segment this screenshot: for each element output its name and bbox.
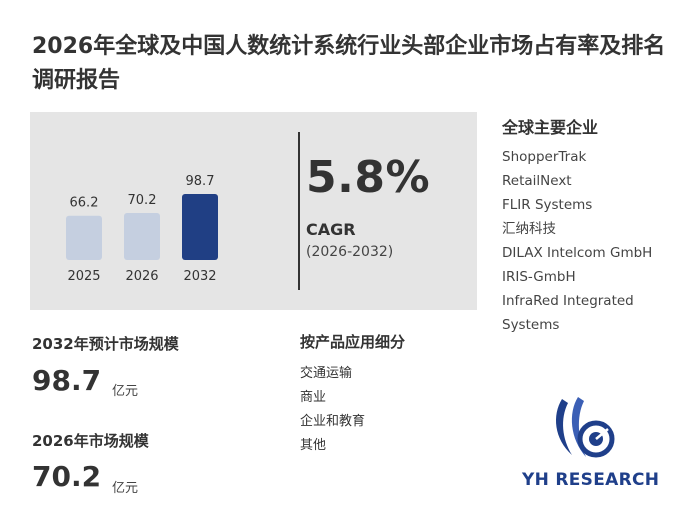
segments-title: 按产品应用细分: [300, 333, 406, 351]
cagr-label: CAGR: [306, 220, 356, 239]
cagr-value: 5.8%: [306, 152, 431, 203]
market-2026-unit: 亿元: [112, 481, 139, 496]
company-item: FLIR Systems: [502, 197, 593, 213]
market-2032-label: 2032年预计市场规模: [32, 335, 179, 353]
bar-2025: [66, 215, 102, 260]
company-item: DILAX Intelcom GmbH: [502, 245, 653, 261]
companies-title: 全球主要企业: [502, 118, 599, 137]
company-item: 汇纳科技: [502, 221, 556, 237]
company-list: ShopperTrak RetailNext FLIR Systems 汇纳科技…: [502, 145, 692, 337]
bar-category-label: 2025: [67, 269, 100, 284]
company-item: ShopperTrak: [502, 149, 587, 165]
segment-item: 企业和教育: [300, 414, 366, 429]
market-2032-value: 98.7: [32, 364, 102, 397]
bar-2032: [182, 194, 218, 260]
segment-item: 交通运输: [300, 366, 353, 381]
bar-value-label: 66.2: [70, 196, 99, 211]
segment-list: 交通运输 商业 企业和教育 其他: [300, 362, 365, 458]
market-2032-unit: 亿元: [112, 384, 139, 399]
company-item: IRIS-GmbH: [502, 269, 576, 285]
segment-item: 商业: [300, 390, 327, 405]
cagr-period: (2026-2032): [306, 244, 394, 260]
bar-2026: [124, 213, 160, 260]
bar-category-label: 2032: [183, 269, 216, 284]
logo-text: YH RESEARCH: [522, 470, 660, 490]
bar-value-label: 70.2: [128, 193, 157, 208]
market-2026-value: 70.2: [32, 460, 102, 493]
bar-chart: 66.2 2025 70.2 2026 98.7 2032: [66, 174, 218, 284]
company-item: InfraRed Integrated: [502, 293, 634, 309]
company-item: Systems: [502, 317, 560, 333]
bar-value-label: 98.7: [186, 174, 215, 189]
market-2026-label: 2026年市场规模: [32, 432, 149, 450]
company-item: RetailNext: [502, 173, 572, 189]
bar-category-label: 2026: [125, 269, 158, 284]
page-title: 2026年全球及中国人数统计系统行业头部企业市场占有率及排名调研报告: [32, 34, 666, 93]
panel-divider: [298, 132, 300, 290]
yh-research-logo-icon: [556, 397, 615, 458]
chart-panel: 66.2 2025 70.2 2026 98.7 2032 5.8% CAGR (2026…: [30, 112, 477, 310]
segment-item: 其他: [300, 438, 327, 453]
